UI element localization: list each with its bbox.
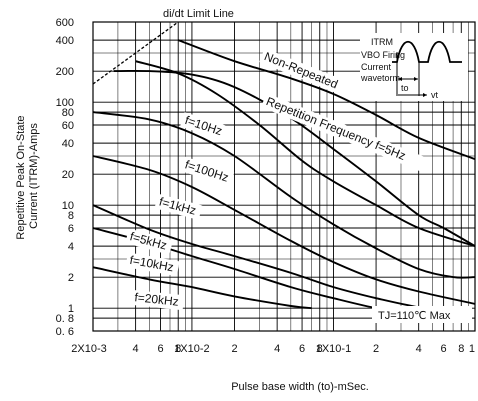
y-axis-title-line1: Repetitive Peak On-State [15,115,27,239]
y-tick-label: 1 [68,303,74,315]
to-arrow-right-head [414,77,418,81]
curve-label-bg [125,252,180,277]
curve-label-group: f=10Hz [180,112,229,141]
tj-label: TJ=110℃ Max [378,310,451,322]
itrm-label: ITRM [371,37,393,47]
x-tick-label: 1X10-1 [316,343,351,355]
x-tick-label: 2 [373,343,379,355]
series-line [92,204,433,310]
y-axis-title: Repetitive Peak On-State Current (ITRM)-… [15,112,40,239]
series-line [177,39,476,160]
y-tick-label: 40 [62,138,74,150]
y-axis-title-line2: Current (ITRM)-Amps [28,123,40,229]
x-tick-label: 6 [441,343,447,355]
waveform-inset-bg [360,33,468,101]
current-label: Current [361,62,392,72]
curve-label: Non-Repeated [262,49,340,91]
x-tick-label: 2 [231,343,237,355]
curve-label-group: f=20kHz [130,289,185,311]
didt-limit-line [92,21,179,85]
y-tick-label: 10 [62,200,74,212]
vt-arrow-head [423,93,427,97]
y-tick-label: 4 [68,241,74,253]
x-axis-title: Pulse base width (to)-mSec. [231,381,369,393]
waveform-label: wavetorm [360,73,400,83]
curve-label-bg [261,93,432,174]
x-tick-label: 6 [299,343,305,355]
curve-label-bg [180,156,235,187]
series-line [92,155,476,305]
curve-label: f=20kHz [134,290,180,309]
series-line [135,60,476,248]
curve-label-group: Repetition Frequency f=5Hz [261,93,432,174]
y-tick-label: 0. 8 [56,313,74,325]
x-tick-label: 1X10-2 [174,343,209,355]
y-tick-label: 8 [68,210,74,222]
curve-label-bg [125,228,174,255]
y-tick-label: 600 [56,17,74,29]
curve-label-bg [259,48,344,94]
curve-label: f=100Hz [183,157,230,184]
y-tick-label: 60 [62,120,74,132]
curve-label-bg [180,112,229,141]
y-tick-label: 6 [68,223,74,235]
vt-label: vt [431,90,439,100]
x-tick-label: 4 [274,343,280,355]
didt-label: di/dt Limit Line [163,8,234,20]
x-tick-label: 8 [317,343,323,355]
curve-label-bg [130,289,185,311]
x-tick-label: 4 [416,343,422,355]
to-arrow-left-head [398,77,402,81]
series-line [113,69,476,247]
x-tick-label: 1 [469,343,475,355]
x-tick-label: 2X10-3 [71,343,106,355]
tj-box-bg [372,306,472,323]
to-label: to [401,83,409,93]
x-tick-label: 4 [133,343,139,355]
x-tick-label: 6 [157,343,163,355]
vbo-label: VBO Firing [361,50,405,60]
series-line [92,266,312,310]
y-tick-label: 0. 6 [56,326,74,338]
plot-frame [92,21,476,332]
y-tick-label: 2 [68,272,74,284]
curve-label-group: f=100Hz [180,156,235,187]
series-line [92,111,476,279]
x-tick-label: 8 [458,343,464,355]
waveform-inset: ITRM VBO Firing Current wavetorm to vt [360,33,468,101]
y-tick-label: 100 [56,97,74,109]
y-tick-label: 400 [56,35,74,47]
curve-label-bg [154,193,203,220]
y-tick-label: 20 [62,169,74,181]
waveform-icon [392,41,462,63]
curve-label-group: f=10kHz [125,252,180,277]
curve-label: Repetition Frequency f=5Hz [264,94,407,163]
x-tick-label: 8 [175,343,181,355]
didt-line [92,21,179,85]
curve-label: f=10Hz [183,113,224,138]
tj-box: TJ=110℃ Max [372,306,472,323]
y-tick-label: 80 [62,107,74,119]
y-tick-label: 200 [56,66,74,78]
